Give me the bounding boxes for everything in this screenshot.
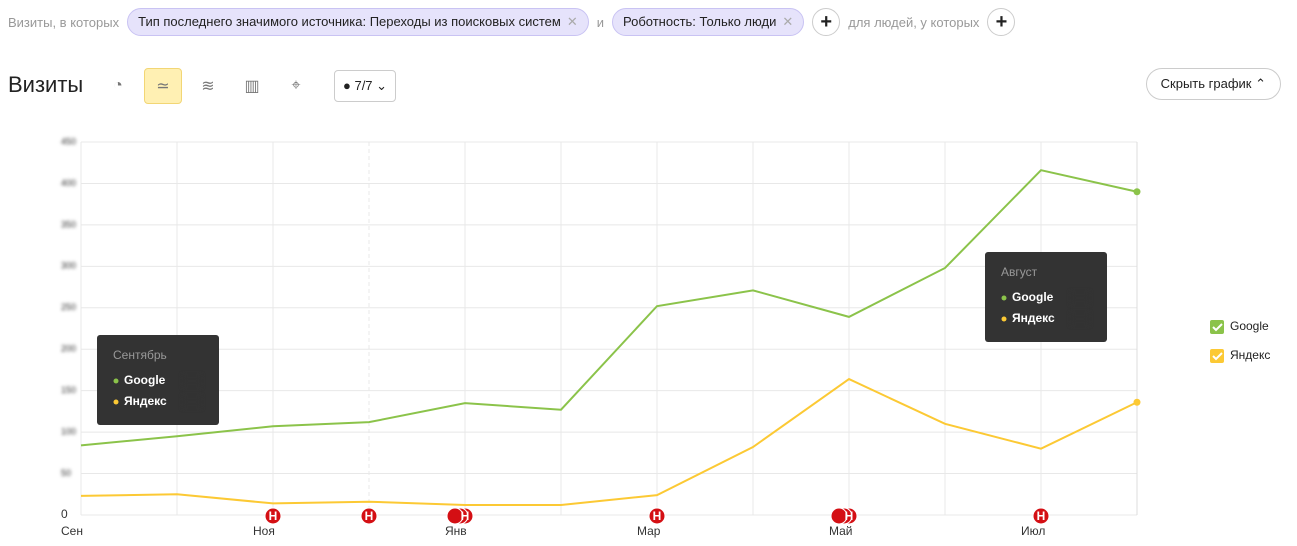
end-point (1133, 398, 1141, 406)
tooltip: Сентябрь Google Яндекс (97, 335, 219, 425)
x-tick-label: Сен (61, 524, 83, 538)
y-tick-label: 50 (61, 468, 71, 478)
hide-text: Скрыть график (1160, 76, 1252, 91)
y-tick-label: 200 (61, 344, 76, 354)
y-tick-label: 0 (61, 507, 68, 521)
tooltip-hidden-value (183, 396, 201, 408)
note-label: Н (365, 509, 374, 523)
legend-label: Google (1230, 319, 1269, 333)
filter-prefix: Визиты, в которых (8, 14, 120, 30)
x-tick-label: Июл (1021, 524, 1045, 538)
period-text: 7/7 (354, 78, 373, 93)
y-tick-label: 400 (61, 178, 76, 188)
note-marker (830, 507, 848, 525)
chart-type-toolbar: ◔ ≃ ≋ ▥ ⌖ ● 7/7 ⌄ (100, 68, 397, 104)
legend-check (1212, 323, 1223, 332)
area-icon[interactable]: ≋ (201, 78, 215, 95)
tooltip-dot (113, 399, 119, 405)
series-line (80, 169, 1138, 447)
line-icon[interactable]: ≃ (144, 68, 182, 104)
note-marker (1032, 507, 1050, 525)
people-label: для людей, у которых (848, 14, 980, 30)
note-marker (360, 507, 378, 525)
tooltip: Август Google Яндекс (985, 252, 1107, 342)
tooltip-title: Август (1001, 265, 1038, 279)
note-marker (446, 507, 464, 525)
legend-swatch (1210, 349, 1224, 363)
y-tick-label: 300 (61, 261, 76, 271)
y-tick-label: 450 (61, 136, 76, 146)
note-marker (264, 507, 282, 525)
filter-chip[interactable]: Роботность: Только люди ✕ (612, 8, 805, 36)
note-label: Н (1037, 509, 1046, 523)
map-icon[interactable]: ⌖ (291, 77, 301, 94)
tooltip-series: Яндекс (124, 394, 167, 408)
period-select[interactable]: ● 7/7 ⌄ (334, 70, 397, 102)
y-tick-label: 150 (61, 385, 76, 395)
y-tick-label: 100 (61, 426, 76, 436)
tooltip-title: Сентябрь (113, 348, 167, 362)
tooltip-series: Google (1012, 290, 1054, 304)
x-tick-label: Мар (637, 524, 661, 538)
add-people-filter[interactable]: + (987, 8, 1016, 36)
legend-check (1212, 352, 1223, 361)
note-label: Н (653, 509, 662, 523)
add-filter[interactable]: + (812, 8, 841, 36)
note-label: Н (461, 509, 470, 523)
tooltip-dot (1001, 295, 1007, 301)
tooltip-series: Яндекс (1012, 311, 1055, 325)
tooltip-dot (1001, 316, 1007, 322)
filter-bar: Визиты, в которых Тип последнего значимо… (8, 8, 1016, 36)
x-tick-label: Янв (445, 524, 467, 538)
tooltip-series: Google (124, 373, 166, 387)
filter-chip[interactable]: Тип последнего значимого источника: Пере… (127, 8, 589, 36)
legend-label: Яндекс (1230, 348, 1270, 362)
note-label: Н (845, 509, 854, 523)
legend-swatch (1210, 320, 1224, 334)
end-point (1133, 188, 1141, 196)
y-tick-label: 250 (61, 302, 76, 312)
pie-icon[interactable]: ◔ (113, 77, 123, 94)
tooltip-hidden-value (1071, 292, 1089, 304)
bar-icon[interactable]: ▥ (244, 78, 260, 95)
note-marker (648, 507, 666, 525)
filter-joiner: и (596, 14, 604, 30)
x-tick-label: Май (829, 524, 853, 538)
chip-text: Тип последнего значимого источника: Пере… (138, 14, 561, 29)
tooltip-dot (113, 378, 119, 384)
note-label: Н (269, 509, 278, 523)
tooltip-hidden-value (183, 375, 201, 387)
series-line (80, 377, 1138, 507)
x-tick-label: Ноя (253, 524, 275, 538)
hide-chart-button[interactable]: Скрыть график ⌃ (1145, 68, 1281, 100)
chip-text: Роботность: Только люди (623, 14, 777, 29)
tooltip-hidden-value (1071, 313, 1089, 325)
chart-title: Визиты (8, 72, 84, 97)
y-tick-label: 350 (61, 219, 76, 229)
